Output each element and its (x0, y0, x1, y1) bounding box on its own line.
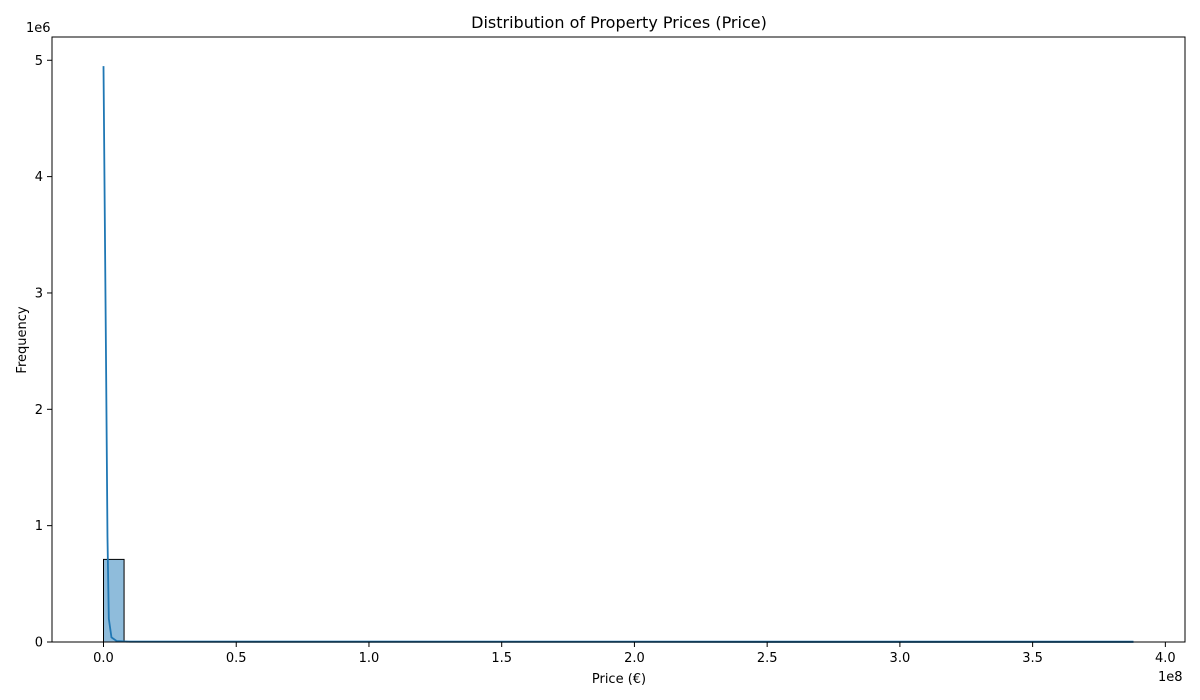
y-tick-label: 3 (35, 286, 43, 301)
plot-marks (102, 66, 1134, 643)
x-offset-text: 1e8 (1158, 670, 1183, 685)
x-tick-label: 3.0 (890, 651, 911, 666)
x-axis-ticks: 0.0 0.5 1.0 1.5 2.0 2.5 3.0 3.5 4.0 (93, 642, 1176, 666)
y-tick-label: 5 (35, 54, 43, 69)
x-tick-label: 4.0 (1155, 651, 1176, 666)
x-tick-label: 2.0 (624, 651, 645, 666)
y-tick-label: 4 (35, 170, 43, 185)
y-tick-label: 2 (35, 403, 43, 418)
y-tick-label: 0 (35, 636, 43, 651)
x-tick-label: 1.0 (359, 651, 380, 666)
x-tick-label: 0.5 (226, 651, 247, 666)
y-axis-ticks: 0 1 2 3 4 5 (35, 54, 52, 651)
x-tick-label: 2.5 (757, 651, 778, 666)
plot-frame (51, 36, 1186, 643)
x-tick-label: 3.5 (1022, 651, 1043, 666)
x-tick-label: 1.5 (491, 651, 512, 666)
kde-line (102, 66, 1134, 643)
x-axis-label: Price (€) (592, 672, 646, 687)
chart-title: Distribution of Property Prices (Price) (471, 13, 767, 32)
y-tick-label: 1 (35, 519, 43, 534)
histogram-bar-0 (103, 558, 125, 643)
y-axis-label: Frequency (15, 306, 30, 373)
x-tick-label: 0.0 (93, 651, 114, 666)
y-offset-text: 1e6 (26, 21, 51, 36)
